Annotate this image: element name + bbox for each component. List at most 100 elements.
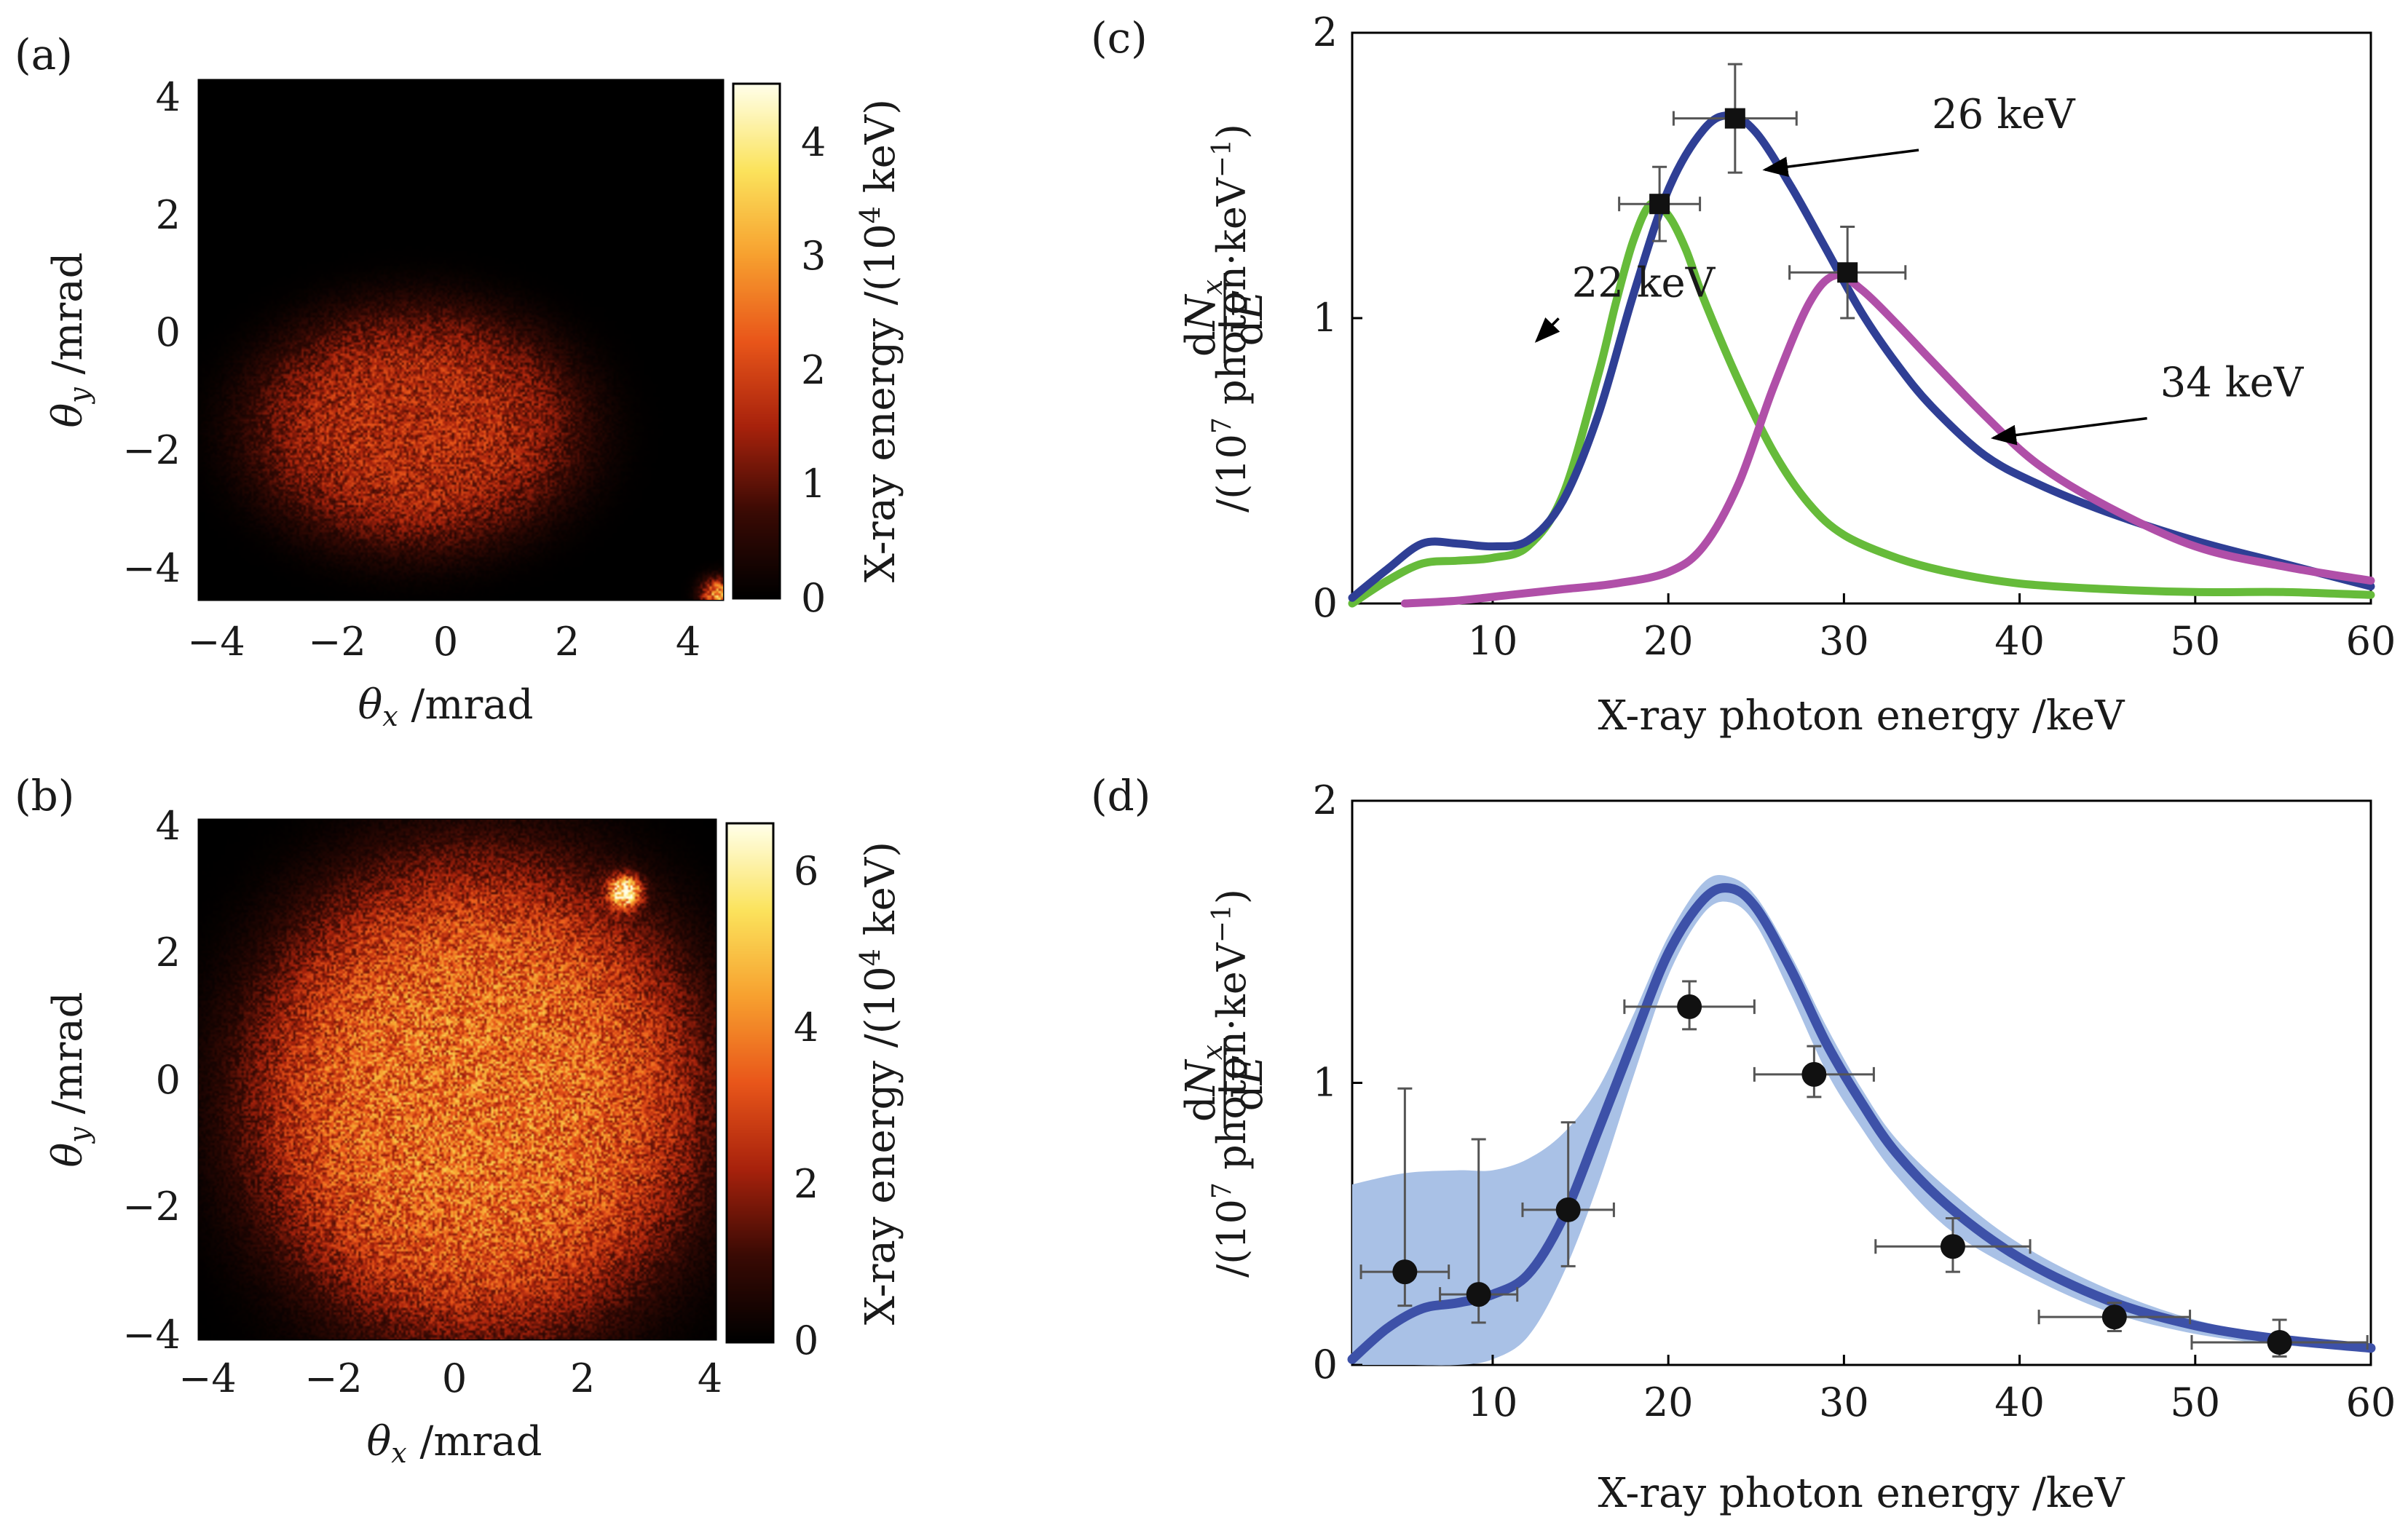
y-tick-label: 4 <box>156 803 181 849</box>
data-point <box>1521 1121 1615 1267</box>
x-tick-label: 50 <box>2170 618 2220 664</box>
panel-d: (d) 10 20 30 40 50 60 0 1 2 X-ray photon energy… <box>1091 771 2396 1517</box>
data-point <box>1439 1138 1519 1324</box>
colorbar-tick-label: 0 <box>794 1318 818 1363</box>
data-marker <box>2101 1305 2127 1330</box>
data-marker <box>2267 1330 2292 1355</box>
series-line <box>1348 111 2375 602</box>
panel-a-heatmap <box>199 80 723 600</box>
data-marker <box>1677 994 1702 1019</box>
y-tick-label: 2 <box>1313 777 1338 823</box>
series-line <box>1400 271 2375 608</box>
data-point <box>1623 980 1756 1031</box>
data-point <box>1753 1045 1875 1099</box>
colorbar-tick-label: 0 <box>801 575 826 621</box>
data-point <box>1788 226 1907 320</box>
x-tick-label: −2 <box>308 619 366 665</box>
data-marker <box>1724 108 1745 129</box>
annotation-label: 34 keV <box>2160 360 2305 407</box>
x-tick-label: 10 <box>1468 618 1518 664</box>
panel-b: (b) −4 −2 0 2 4 4 2 0 −2 −4 θx /mrad θy … <box>15 771 904 1469</box>
uncertainty-band <box>1352 875 2371 1366</box>
y-tick-label: 2 <box>156 930 181 975</box>
x-tick-label: −4 <box>187 619 245 665</box>
panel-b-colorbar-label: X-ray energy /(104 keV) <box>854 842 904 1325</box>
x-tick-label: 60 <box>2346 618 2396 664</box>
panel-c-points <box>1618 63 1907 320</box>
colorbar-tick-label: 2 <box>801 347 826 393</box>
y-tick-label: 2 <box>156 192 181 238</box>
panel-c-x-ticks: 10 20 30 40 50 60 <box>1468 593 2396 664</box>
panel-a-colorbar-frame <box>732 82 781 600</box>
panel-c-x-axis-label: X-ray photon energy /keV <box>1598 692 2125 740</box>
panel-b-colorbar <box>727 823 773 1342</box>
colorbar-tick-label: 2 <box>794 1161 818 1207</box>
data-point <box>1672 63 1798 174</box>
data-point <box>1874 1217 2032 1273</box>
y-tick-label: 0 <box>156 309 181 355</box>
panel-b-heatmap <box>199 820 716 1339</box>
colorbar-tick-label: 6 <box>794 848 818 894</box>
panel-a-colorbar-ticks: 0 1 2 3 4 <box>801 119 826 621</box>
x-tick-label: 40 <box>1994 618 2045 664</box>
data-point <box>2190 1318 2369 1358</box>
panel-d-label: (d) <box>1091 771 1150 820</box>
data-point <box>1618 165 1702 242</box>
data-marker <box>1801 1061 1827 1087</box>
colorbar-tick-label: 3 <box>801 233 826 279</box>
x-tick-label: 2 <box>555 619 580 665</box>
panel-a-x-ticks: −4 −2 0 2 4 <box>187 619 700 665</box>
panel-b-label: (b) <box>15 771 74 820</box>
panel-d-x-axis-label: X-ray photon energy /keV <box>1598 1470 2125 1517</box>
x-tick-label: 20 <box>1643 1379 1694 1425</box>
annotation-arrow <box>1762 149 1919 178</box>
y-tick-label: 0 <box>156 1057 181 1103</box>
panel-d-x-ticks: 10 20 30 40 50 60 <box>1468 1355 2396 1425</box>
panel-c-series <box>1348 111 2375 608</box>
x-tick-label: 10 <box>1468 1379 1518 1425</box>
panel-b-y-ticks: 4 2 0 −2 −4 <box>122 803 181 1358</box>
y-tick-label: 2 <box>1313 9 1338 55</box>
panel-d-y-axis-unit: /(107 photon·keV−1) <box>1207 889 1255 1278</box>
panel-d-points <box>1359 980 2369 1358</box>
y-label-numerator: dNx <box>1177 1045 1228 1122</box>
y-label-denominator: dE <box>1225 1056 1272 1112</box>
panel-a-y-axis-label: θy /mrad <box>44 253 95 428</box>
data-point <box>2037 1302 2192 1332</box>
colorbar-tick-label: 1 <box>801 461 826 507</box>
x-tick-label: 40 <box>1994 1379 2045 1425</box>
panel-b-colorbar-ticks: 0 2 4 6 <box>794 848 818 1363</box>
x-tick-label: 0 <box>442 1355 467 1401</box>
panel-c-y-ticks: 0 1 2 <box>1313 9 1362 626</box>
annotation-arrow <box>1534 317 1560 343</box>
x-tick-label: 2 <box>570 1355 595 1401</box>
panel-c-y-axis-unit: /(107 photon·keV−1) <box>1207 124 1255 512</box>
data-point <box>1359 1087 1450 1307</box>
data-marker <box>1649 194 1670 215</box>
annotation-label: 26 keV <box>1932 91 2076 138</box>
x-tick-label: −4 <box>178 1355 237 1401</box>
data-marker <box>1837 262 1858 283</box>
y-tick-label: −2 <box>122 427 181 473</box>
panel-b-x-ticks: −4 −2 0 2 4 <box>178 1355 722 1401</box>
y-tick-label: −2 <box>122 1184 181 1230</box>
x-tick-label: 30 <box>1819 1379 1869 1425</box>
panel-b-x-axis-label: θx /mrad <box>367 1418 542 1469</box>
panel-d-series <box>1347 883 2376 1364</box>
panel-d-y-ticks: 0 1 2 <box>1313 777 1362 1388</box>
panel-b-y-axis-label: θy /mrad <box>44 992 95 1168</box>
panel-a-label: (a) <box>15 30 73 79</box>
x-tick-label: 0 <box>433 619 458 665</box>
panel-c-label: (c) <box>1091 13 1148 63</box>
panel-d-uncertainty-band <box>1352 875 2371 1366</box>
data-marker <box>1555 1197 1581 1222</box>
x-tick-label: 50 <box>2170 1379 2220 1425</box>
y-tick-label: −4 <box>122 1312 181 1358</box>
y-tick-label: 0 <box>1313 580 1338 626</box>
data-marker <box>1940 1234 1965 1259</box>
y-label-denominator: dE <box>1225 290 1272 347</box>
panel-a-y-ticks: 4 2 0 −2 −4 <box>122 74 181 591</box>
x-tick-label: 4 <box>676 619 700 665</box>
